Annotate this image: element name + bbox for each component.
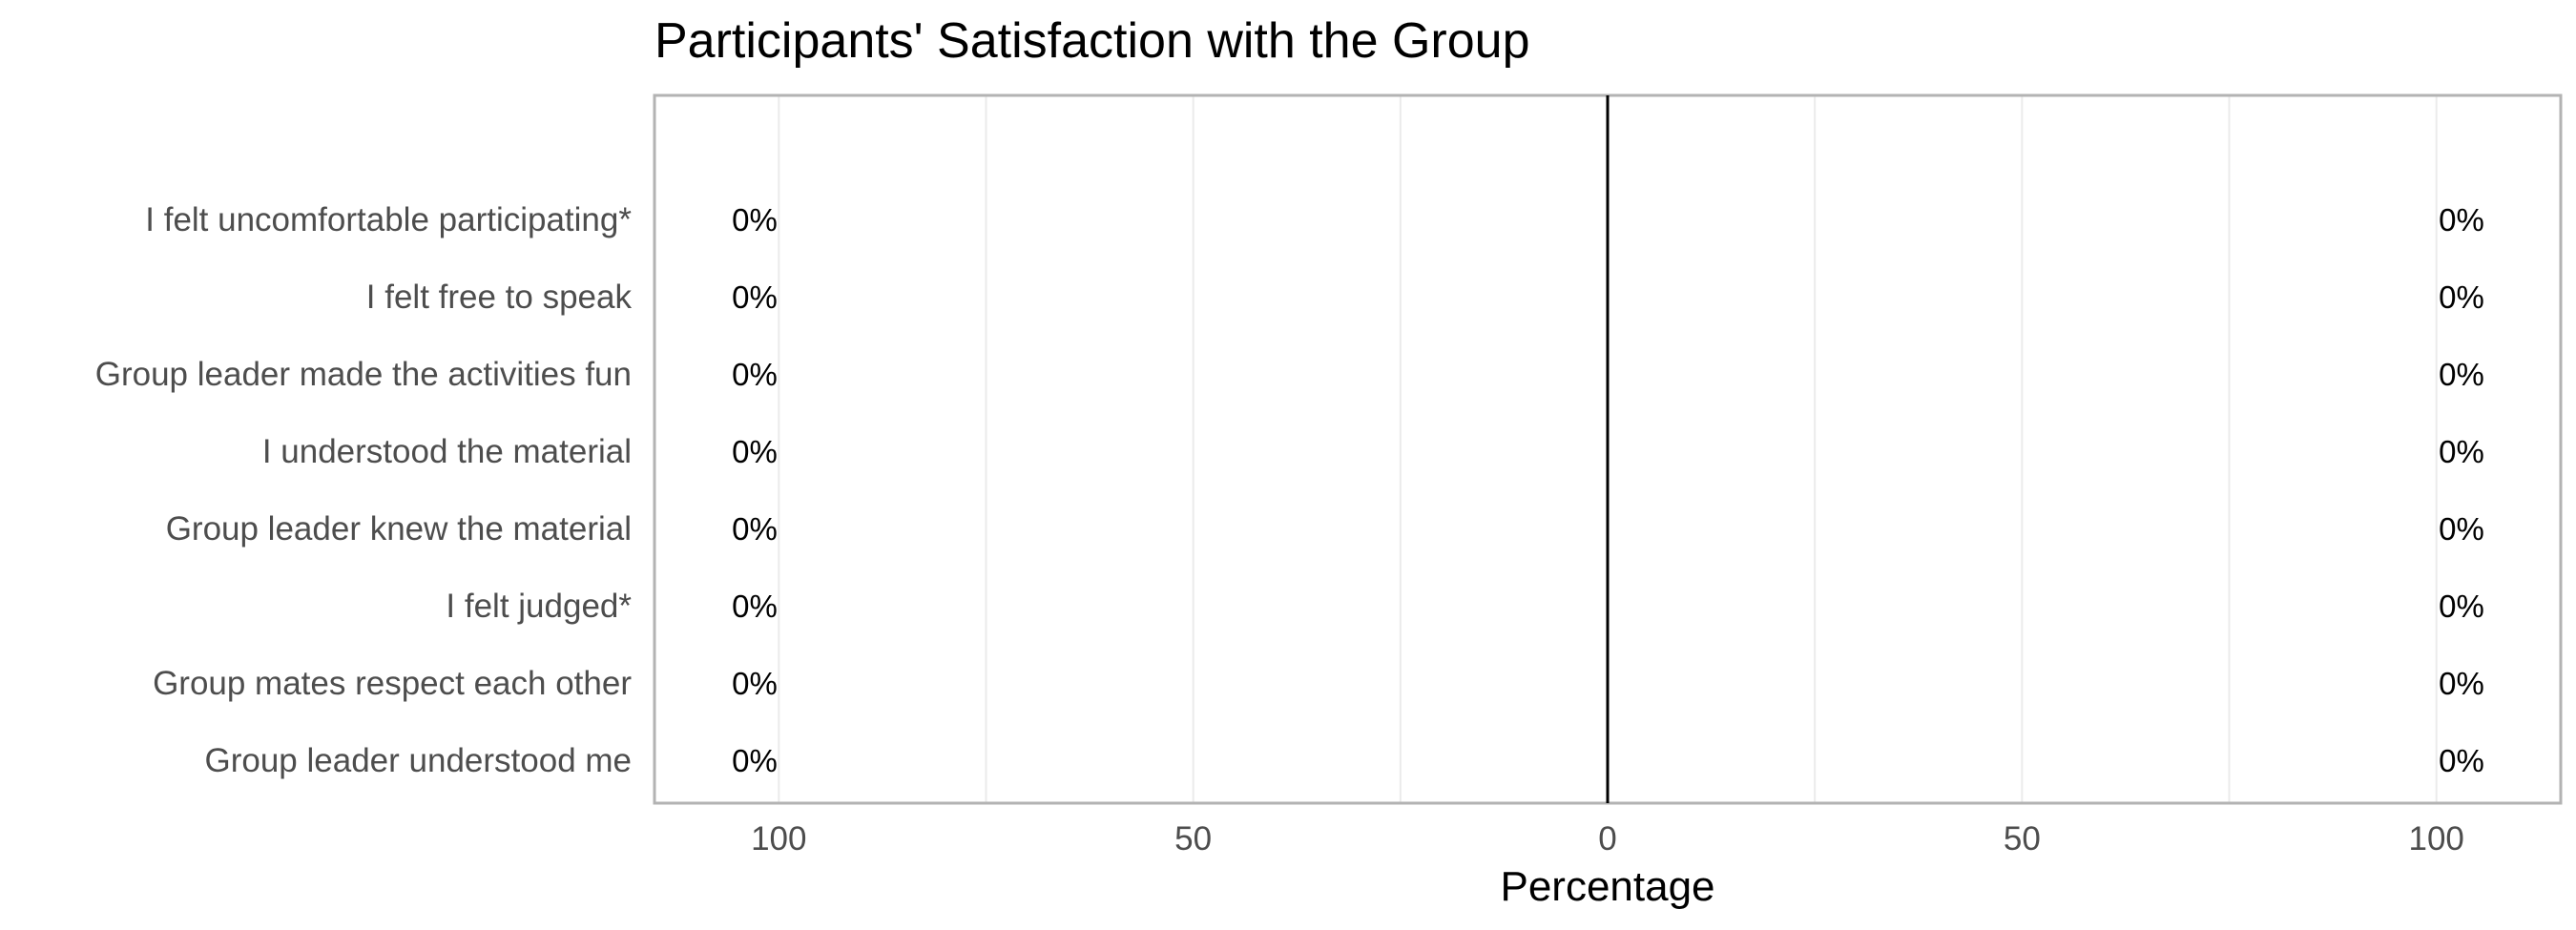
data-label-left: 0%: [732, 589, 778, 624]
x-axis-ticks: 100 50 0 50 100: [751, 820, 2464, 858]
data-label-left: 0%: [732, 202, 778, 238]
data-label-right: 0%: [2439, 434, 2484, 469]
data-label-right: 0%: [2439, 743, 2484, 778]
data-label-right: 0%: [2439, 666, 2484, 701]
data-label-left: 0%: [732, 511, 778, 547]
data-label-right: 0%: [2439, 202, 2484, 238]
category-label: I understood the material: [262, 433, 632, 470]
category-label: Group leader understood me: [205, 742, 633, 779]
x-tick-label: 0: [1598, 820, 1616, 858]
x-tick-label: 50: [2004, 820, 2041, 858]
data-label-left: 0%: [732, 357, 778, 392]
category-labels: I felt uncomfortable participating* I fel…: [95, 201, 633, 779]
data-label-right: 0%: [2439, 589, 2484, 624]
x-tick-label: 100: [751, 820, 806, 858]
category-label: Group mates respect each other: [153, 665, 632, 702]
category-label: I felt free to speak: [366, 279, 633, 316]
data-label-right: 0%: [2439, 279, 2484, 315]
data-label-right: 0%: [2439, 357, 2484, 392]
chart-title: Participants' Satisfaction with the Grou…: [654, 13, 1530, 69]
data-label-left: 0%: [732, 434, 778, 469]
x-tick-label: 50: [1174, 820, 1212, 858]
data-label-left: 0%: [732, 279, 778, 315]
category-label: Group leader knew the material: [166, 510, 632, 548]
data-label-left: 0%: [732, 666, 778, 701]
category-label: I felt judged*: [446, 588, 632, 625]
category-label: I felt uncomfortable participating*: [145, 201, 632, 238]
x-tick-label: 100: [2408, 820, 2463, 858]
data-label-right: 0%: [2439, 511, 2484, 547]
x-axis-title: Percentage: [1500, 863, 1714, 910]
data-labels: 0% 0% 0% 0% 0% 0% 0% 0% 0% 0% 0% 0% 0% 0% 0% 0%: [732, 202, 2484, 778]
category-label: Group leader made the activities fun: [95, 356, 632, 393]
data-label-left: 0%: [732, 743, 778, 778]
